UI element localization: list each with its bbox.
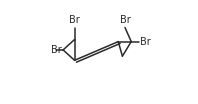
Text: Br: Br bbox=[69, 15, 80, 25]
Text: Br: Br bbox=[140, 37, 151, 47]
Text: Br: Br bbox=[51, 45, 62, 55]
Text: Br: Br bbox=[120, 15, 130, 25]
